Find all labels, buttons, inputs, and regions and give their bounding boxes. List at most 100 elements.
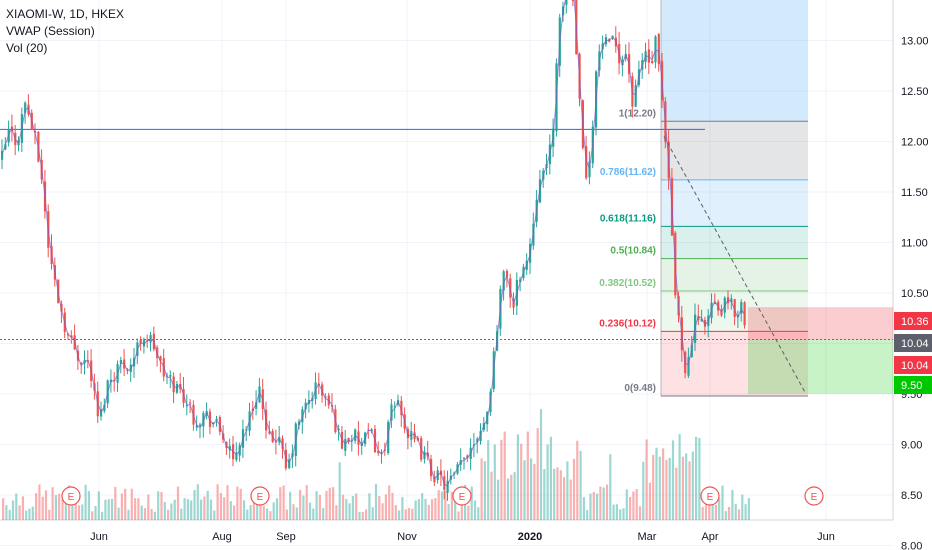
candle-body — [697, 316, 700, 321]
volume-bar — [41, 496, 44, 520]
volume-bar — [688, 461, 691, 520]
volume-bar — [394, 505, 397, 520]
x-tick-label: Jun — [90, 531, 108, 543]
volume-bar — [266, 508, 269, 520]
volume-bar — [378, 496, 381, 520]
volume-bar — [107, 499, 110, 520]
candle-body — [139, 339, 142, 344]
earnings-marker-circle — [250, 486, 270, 506]
volume-bar — [724, 511, 727, 520]
volume-indicator-label[interactable]: Vol (20) — [6, 41, 48, 55]
volume-bar — [275, 498, 279, 520]
candle-body — [119, 359, 122, 364]
y-tick-label: 12.50 — [901, 86, 929, 98]
vwap-indicator-label[interactable]: VWAP (Session) — [6, 24, 95, 38]
volume-bar — [124, 488, 127, 520]
volume-bar — [143, 508, 147, 520]
candle-body — [215, 418, 218, 421]
candle-body — [337, 428, 340, 431]
volume-bar — [239, 488, 242, 520]
volume-bar — [361, 511, 364, 520]
volume-bar — [305, 485, 308, 520]
candle-body — [479, 431, 482, 442]
volume-bar — [371, 507, 374, 520]
volume-bar — [737, 509, 741, 520]
volume-bar — [388, 485, 391, 520]
volume-bar — [328, 487, 331, 520]
volume-bar — [401, 497, 404, 520]
volume-bar — [582, 497, 585, 520]
volume-bar — [572, 459, 576, 520]
volume-bar — [599, 486, 602, 520]
volume-bar — [8, 509, 11, 520]
volume-bar — [480, 458, 483, 520]
fib-zone-1 — [661, 121, 808, 180]
volume-bar — [338, 462, 341, 520]
candle-body — [268, 431, 271, 434]
candle-body — [730, 298, 733, 303]
candle-body — [159, 356, 162, 361]
y-tick-label: 8.00 — [901, 541, 922, 550]
volume-bar — [2, 498, 5, 520]
volume-bar — [586, 510, 589, 520]
y-tick-label: 13.00 — [901, 36, 929, 48]
volume-bar — [714, 504, 717, 520]
y-tick-label: 10.50 — [901, 288, 929, 300]
candle-body — [344, 438, 347, 451]
price-axis-label-bg — [894, 376, 932, 394]
price-axis-label-bg — [894, 356, 932, 374]
candle-body — [258, 386, 261, 403]
volume-bar — [140, 505, 143, 520]
candle-body — [1, 150, 4, 160]
volume-bar — [312, 508, 315, 520]
volume-bar — [11, 500, 15, 520]
volume-bar — [457, 511, 460, 520]
volume-bar — [282, 485, 285, 520]
volume-bar — [81, 504, 84, 520]
earnings-marker-label: E — [68, 492, 75, 503]
position-target-zone — [748, 339, 893, 394]
candle-body — [740, 302, 743, 314]
volume-bar — [467, 505, 470, 520]
volume-bar — [576, 440, 579, 520]
volume-bar — [543, 469, 546, 520]
earnings-marker: E — [804, 486, 824, 506]
volume-bar — [35, 493, 38, 520]
symbol-title[interactable]: XIAOMI-W, 1D, HKEX — [6, 7, 125, 21]
projection-line — [663, 136, 807, 395]
candle-body — [687, 357, 690, 376]
volume-bar — [368, 493, 371, 520]
earnings-marker-circle — [700, 486, 720, 506]
fib-level-label: 0.382(10.52) — [599, 278, 656, 289]
volume-bar — [635, 489, 638, 520]
y-tick-label: 9.00 — [901, 440, 922, 452]
price-axis-label: 10.04 — [901, 360, 929, 372]
position-stop-zone — [748, 307, 893, 340]
y-tick-label: 11.00 — [901, 238, 928, 250]
volume-bar — [180, 508, 183, 520]
candle-body — [713, 302, 716, 305]
candle-body — [690, 344, 693, 358]
volume-bar — [209, 499, 213, 520]
earnings-marker: E — [250, 486, 270, 506]
volume-bar — [681, 456, 684, 520]
fib-level-label: 0(9.48) — [624, 383, 656, 394]
volume-bar — [701, 506, 704, 520]
candle-body — [571, 0, 575, 2]
volume-bar — [533, 463, 536, 520]
volume-bar — [556, 467, 559, 520]
volume-bar — [91, 511, 94, 520]
candle-body — [393, 406, 396, 408]
y-tick-label: 12.00 — [901, 137, 929, 149]
y-tick-label: 8.50 — [901, 490, 922, 502]
volume-bar — [417, 499, 420, 520]
candle-body — [657, 33, 660, 64]
volume-bar — [203, 496, 206, 520]
volume-bar — [493, 444, 496, 520]
volume-bar — [655, 447, 658, 520]
candle-body — [700, 318, 703, 322]
fib-zone-0618 — [661, 226, 808, 259]
x-tick-label: Sep — [276, 531, 296, 543]
volume-bar — [223, 497, 226, 520]
